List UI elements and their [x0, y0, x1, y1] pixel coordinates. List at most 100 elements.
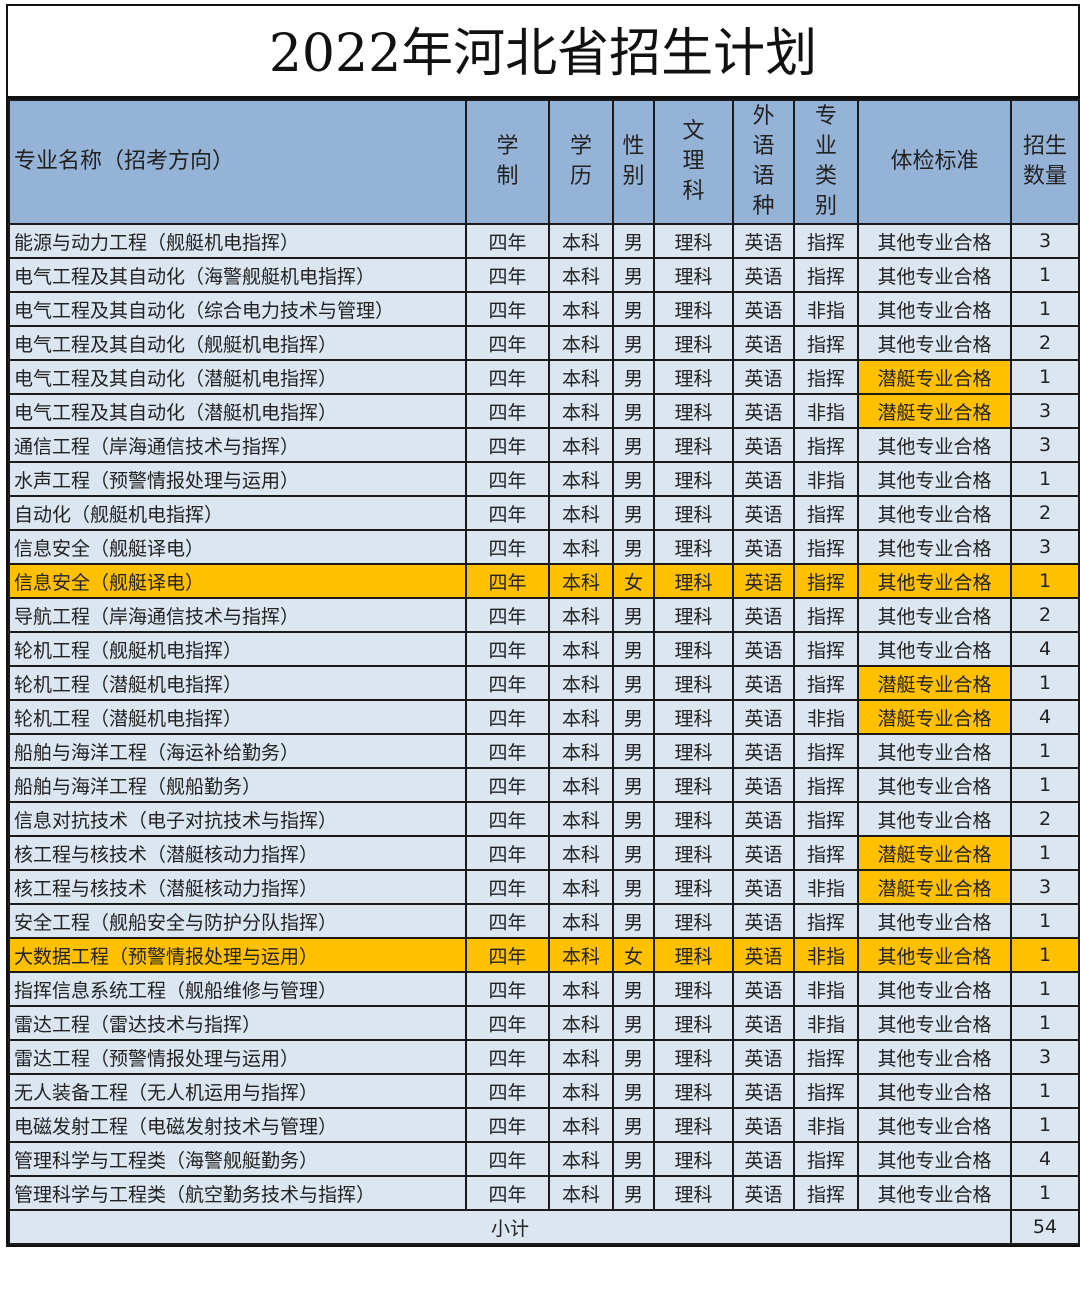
table-row: 船舶与海洋工程（舰船勤务） 四年 本科男理科 英语 指挥 其他专业合格 1 — [8, 767, 1080, 803]
cell-duration: 四年 — [465, 1073, 550, 1109]
header-label: 招生数量 — [1023, 134, 1068, 189]
cell-duration: 四年 — [465, 971, 550, 1007]
cell-subject-track: 理科 — [653, 801, 734, 837]
cell-subject-track: 理科 — [653, 699, 734, 735]
cell-foreign-language: 英语 — [732, 325, 795, 361]
cell-major-name: 电磁发射工程（电磁发射技术与管理） — [8, 1107, 467, 1143]
header-physical-standard: 体检标准 — [857, 99, 1012, 225]
cell-subject-track: 理科 — [653, 903, 734, 939]
cell-quota: 1 — [1010, 1005, 1080, 1041]
cell-duration: 四年 — [465, 1005, 550, 1041]
cell-quota: 3 — [1010, 393, 1080, 429]
cell-quota: 1 — [1010, 937, 1080, 973]
cell-duration: 四年 — [465, 1141, 550, 1177]
cell-major-name: 电气工程及其自动化（潜艇机电指挥） — [8, 359, 467, 395]
cell-foreign-language: 英语 — [732, 393, 795, 429]
cell-physical-standard: 潜艇专业合格 — [857, 393, 1012, 429]
cell-major-name: 核工程与核技术（潜艇核动力指挥） — [8, 869, 467, 905]
cell-duration: 四年 — [465, 1175, 550, 1211]
cell-major-name: 船舶与海洋工程（海运补给勤务） — [8, 733, 467, 769]
cell-physical-standard: 其他专业合格 — [857, 427, 1012, 463]
cell-major-category: 指挥 — [793, 325, 859, 361]
cell-degree: 本科 — [548, 631, 614, 667]
cell-major-category: 非指 — [793, 393, 859, 429]
cell-major-category: 指挥 — [793, 767, 859, 803]
cell-major-name: 管理科学与工程类（海警舰艇勤务） — [8, 1141, 467, 1177]
cell-duration: 四年 — [465, 1039, 550, 1075]
cell-subject-track: 理科 — [653, 563, 734, 599]
cell-physical-standard: 其他专业合格 — [857, 1141, 1012, 1177]
table-row: 导航工程（岸海通信技术与指挥） 四年 本科男理科 英语 指挥 其他专业合格 2 — [8, 597, 1080, 633]
cell-duration: 四年 — [465, 359, 550, 395]
cell-physical-standard: 其他专业合格 — [857, 903, 1012, 939]
cell-physical-standard: 其他专业合格 — [857, 1073, 1012, 1109]
cell-foreign-language: 英语 — [732, 937, 795, 973]
cell-degree: 本科 — [548, 1005, 614, 1041]
table-row: 电气工程及其自动化（综合电力技术与管理） 四年 本科男理科 英语 非指 其他专业合格 1 — [8, 291, 1080, 327]
cell-quota: 1 — [1010, 461, 1080, 497]
cell-degree: 本科 — [548, 257, 614, 293]
cell-quota: 1 — [1010, 563, 1080, 599]
cell-degree: 本科 — [548, 427, 614, 463]
table-row: 电磁发射工程（电磁发射技术与管理） 四年 本科男理科 英语 非指 其他专业合格 1 — [8, 1107, 1080, 1143]
cell-gender: 男 — [612, 291, 655, 327]
cell-foreign-language: 英语 — [732, 835, 795, 871]
cell-degree: 本科 — [548, 733, 614, 769]
cell-gender: 男 — [612, 631, 655, 667]
table-row: 电气工程及其自动化（舰艇机电指挥） 四年 本科男理科 英语 指挥 其他专业合格 2 — [8, 325, 1080, 361]
cell-gender: 男 — [612, 869, 655, 905]
cell-gender: 男 — [612, 733, 655, 769]
cell-quota: 2 — [1010, 597, 1080, 633]
cell-major-category: 指挥 — [793, 1039, 859, 1075]
cell-major-name: 导航工程（岸海通信技术与指挥） — [8, 597, 467, 633]
cell-quota: 2 — [1010, 325, 1080, 361]
header-duration: 学制 — [465, 99, 550, 225]
total-value: 54 — [1010, 1209, 1080, 1245]
cell-foreign-language: 英语 — [732, 461, 795, 497]
cell-foreign-language: 英语 — [732, 359, 795, 395]
cell-major-category: 非指 — [793, 461, 859, 497]
header-label: 文理科 — [682, 119, 705, 204]
cell-major-category: 指挥 — [793, 801, 859, 837]
cell-major-category: 非指 — [793, 937, 859, 973]
cell-major-name: 自动化（舰艇机电指挥） — [8, 495, 467, 531]
cell-degree: 本科 — [548, 699, 614, 735]
cell-duration: 四年 — [465, 869, 550, 905]
cell-degree: 本科 — [548, 767, 614, 803]
cell-quota: 1 — [1010, 903, 1080, 939]
cell-foreign-language: 英语 — [732, 563, 795, 599]
cell-subject-track: 理科 — [653, 937, 734, 973]
cell-physical-standard: 其他专业合格 — [857, 223, 1012, 259]
cell-major-category: 指挥 — [793, 631, 859, 667]
cell-quota: 1 — [1010, 971, 1080, 1007]
cell-duration: 四年 — [465, 1107, 550, 1143]
cell-quota: 1 — [1010, 1073, 1080, 1109]
cell-degree: 本科 — [548, 563, 614, 599]
cell-quota: 4 — [1010, 631, 1080, 667]
cell-physical-standard: 其他专业合格 — [857, 767, 1012, 803]
cell-physical-standard: 其他专业合格 — [857, 495, 1012, 531]
cell-quota: 3 — [1010, 1039, 1080, 1075]
cell-subject-track: 理科 — [653, 223, 734, 259]
cell-major-name: 轮机工程（舰艇机电指挥） — [8, 631, 467, 667]
cell-duration: 四年 — [465, 223, 550, 259]
cell-foreign-language: 英语 — [732, 1141, 795, 1177]
cell-duration: 四年 — [465, 767, 550, 803]
cell-subject-track: 理科 — [653, 1175, 734, 1211]
cell-gender: 男 — [612, 495, 655, 531]
cell-degree: 本科 — [548, 1141, 614, 1177]
cell-quota: 4 — [1010, 699, 1080, 735]
cell-quota: 1 — [1010, 733, 1080, 769]
cell-subject-track: 理科 — [653, 733, 734, 769]
cell-physical-standard: 其他专业合格 — [857, 733, 1012, 769]
cell-quota: 1 — [1010, 1175, 1080, 1211]
cell-degree: 本科 — [548, 971, 614, 1007]
cell-gender: 男 — [612, 903, 655, 939]
cell-physical-standard: 其他专业合格 — [857, 325, 1012, 361]
cell-major-name: 电气工程及其自动化（海警舰艇机电指挥） — [8, 257, 467, 293]
cell-subject-track: 理科 — [653, 495, 734, 531]
cell-major-name: 指挥信息系统工程（舰船维修与管理） — [8, 971, 467, 1007]
cell-major-name: 雷达工程（雷达技术与指挥） — [8, 1005, 467, 1041]
cell-gender: 男 — [612, 801, 655, 837]
cell-major-name: 大数据工程（预警情报处理与运用） — [8, 937, 467, 973]
